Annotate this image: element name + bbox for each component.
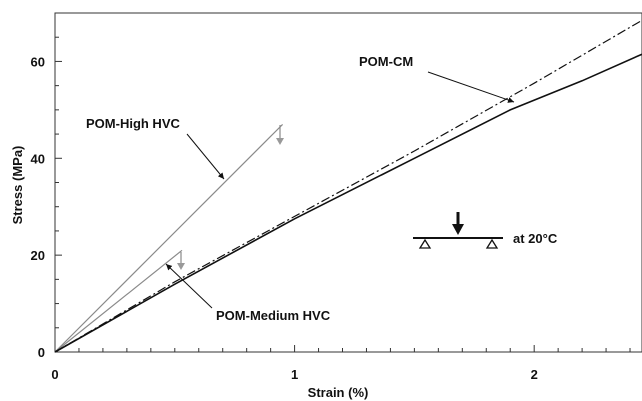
x-tick-label: 0	[51, 367, 58, 382]
x-tick-label: 1	[291, 367, 298, 382]
failure-marker-high	[276, 125, 284, 145]
x-axis-title: Strain (%)	[308, 385, 369, 400]
label-temperature: at 20°C	[513, 231, 558, 246]
leader-pom-cm	[427, 71, 515, 103]
series-layer	[54, 19, 642, 353]
label-pom-medium-hvc: POM-Medium HVC	[216, 308, 331, 323]
leader-pom-medium-hvc	[165, 263, 213, 309]
y-tick-label: 20	[31, 248, 45, 263]
series-line-dashdot-3	[54, 19, 642, 353]
y-axis-title: Stress (MPa)	[10, 146, 25, 225]
plot-frame	[54, 12, 642, 353]
series-line-pom-high-hvc	[54, 123, 284, 353]
label-pom-cm: POM-CM	[359, 54, 413, 69]
y-tick-label: 40	[31, 151, 45, 166]
y-tick-label: 0	[38, 345, 45, 360]
x-tick-label: 2	[531, 367, 538, 382]
series-line-pom-cm	[54, 53, 642, 353]
leader-pom-high-hvc	[186, 133, 225, 180]
failure-marker-medium	[177, 252, 185, 270]
label-pom-high-hvc: POM-High HVC	[86, 116, 180, 131]
bending-schematic-icon	[413, 212, 503, 249]
y-tick-label: 60	[31, 54, 45, 69]
series-line-pom-medium-hvc	[54, 249, 183, 353]
